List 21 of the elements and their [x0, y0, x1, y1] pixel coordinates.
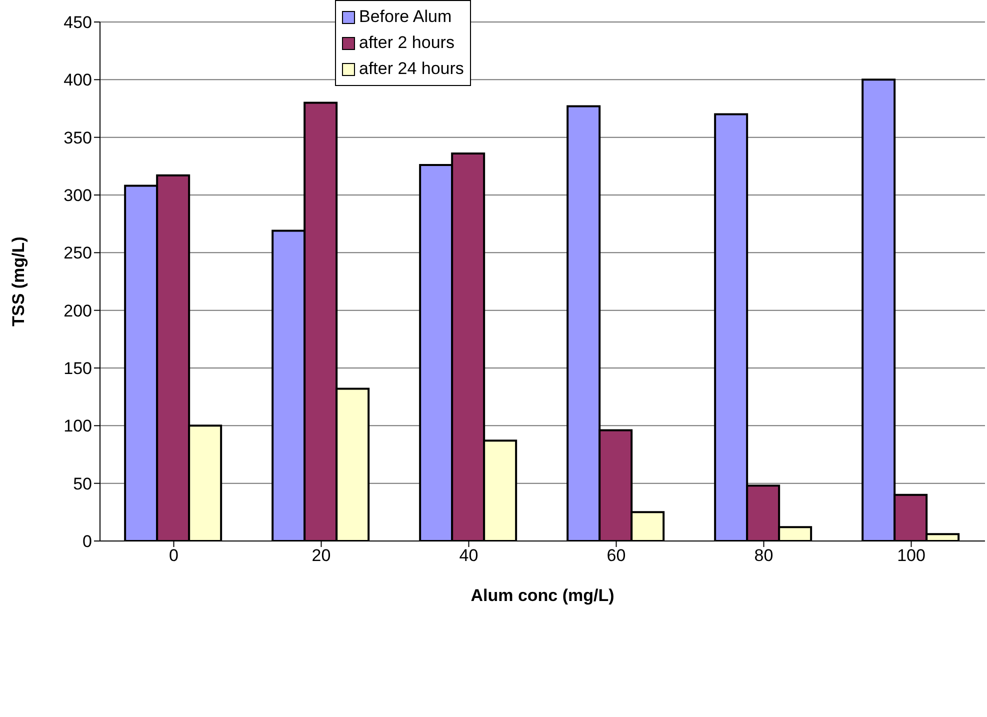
x-tick-label: 20: [312, 546, 331, 566]
legend-label: after 24 hours: [359, 59, 464, 79]
y-tick-label: 200: [64, 301, 92, 320]
x-tick-label: 40: [459, 546, 478, 566]
y-tick-label: 450: [64, 13, 92, 32]
x-tick-label: 80: [754, 546, 774, 566]
x-tick-label: 60: [606, 546, 626, 566]
y-tick-label: 400: [64, 70, 92, 90]
legend-label: after 2 hours: [359, 33, 454, 53]
y-tick-label: 300: [64, 186, 92, 206]
y-tick-label: 50: [73, 474, 92, 494]
x-tick-label: 100: [897, 546, 926, 566]
y-tick-label: 150: [64, 359, 92, 378]
y-tick-label: 250: [64, 244, 92, 263]
y-tick-label: 350: [64, 128, 92, 148]
x-tick-label: 0: [169, 546, 178, 566]
legend-label: Before Alum: [359, 7, 452, 27]
y-tick-label: 0: [82, 532, 92, 552]
y-axis-title: TSS (mg/L): [9, 236, 28, 326]
x-axis-title: Alum conc (mg/L): [470, 586, 614, 605]
y-tick-label: 100: [64, 416, 92, 436]
